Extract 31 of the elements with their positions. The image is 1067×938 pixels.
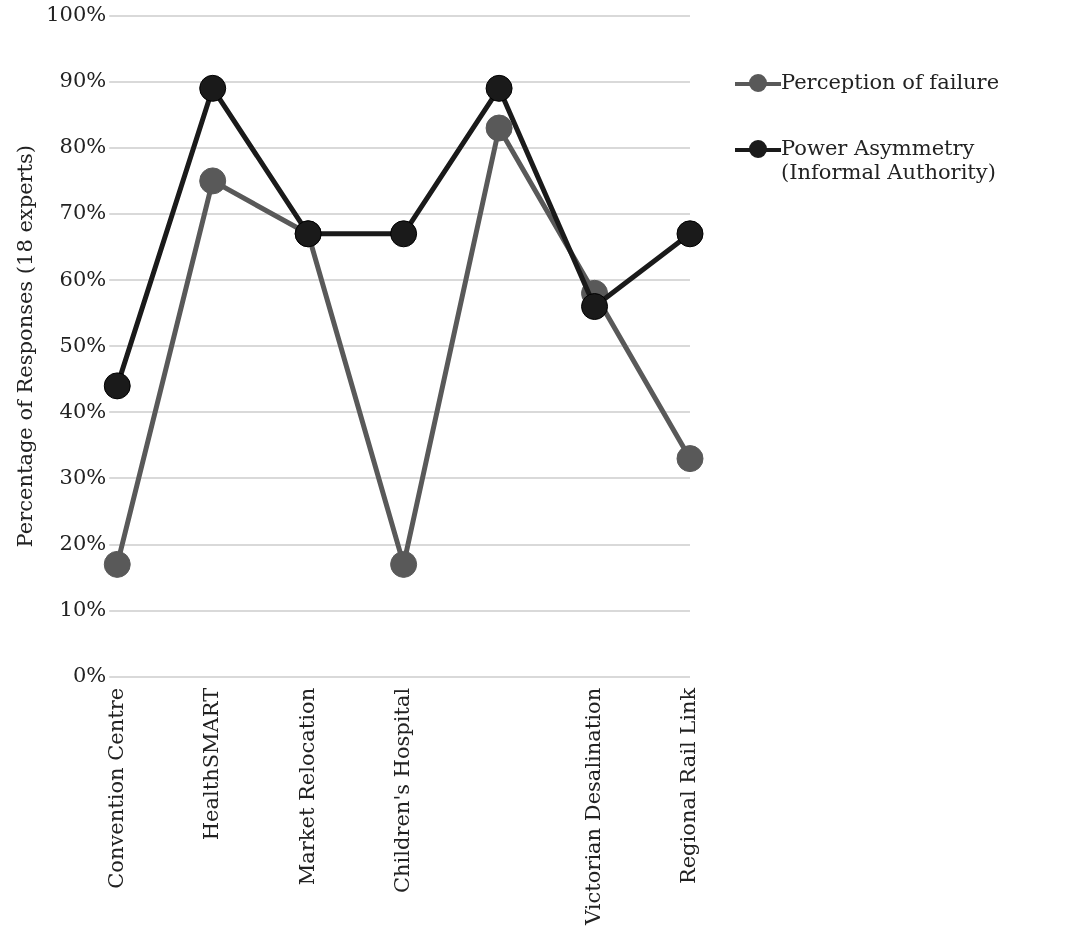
point (485, 114, 513, 142)
y-tick-label: 40% (59, 398, 107, 423)
y-tick-label: 100% (46, 2, 107, 27)
y-tick-label: 20% (59, 531, 107, 556)
x-tick-label: Victorian Desalination (580, 687, 605, 927)
point (103, 550, 131, 578)
x-tick-label: Market Relocation (294, 687, 319, 886)
y-tick-label: 70% (59, 200, 107, 225)
point (676, 445, 704, 473)
x-tick-label: Regional Rail Link (676, 687, 701, 885)
legend-label: Perception of failure (781, 70, 1000, 94)
x-tick-label: Convention Centre (103, 687, 128, 889)
point (676, 220, 704, 248)
y-tick-label: 90% (59, 68, 107, 93)
point (199, 74, 227, 102)
y-axis-title: Percentage of Responses (18 experts) (13, 144, 38, 548)
y-tick-label: 60% (59, 266, 107, 291)
x-tick-label: Children's Hospital (390, 687, 415, 894)
point (390, 220, 418, 248)
point (485, 74, 513, 102)
point (581, 293, 609, 321)
point (199, 167, 227, 195)
x-tick-label: HealthSMART (199, 687, 224, 841)
y-tick-label: 80% (59, 134, 107, 159)
point (390, 550, 418, 578)
y-tick-label: 0% (72, 663, 107, 688)
y-tick-label: 30% (59, 464, 107, 489)
y-tick-label: 50% (59, 332, 107, 357)
point (103, 372, 131, 400)
y-tick-label: 10% (59, 597, 107, 622)
legend-label: Power Asymmetry (Informal Authority) (781, 136, 997, 184)
